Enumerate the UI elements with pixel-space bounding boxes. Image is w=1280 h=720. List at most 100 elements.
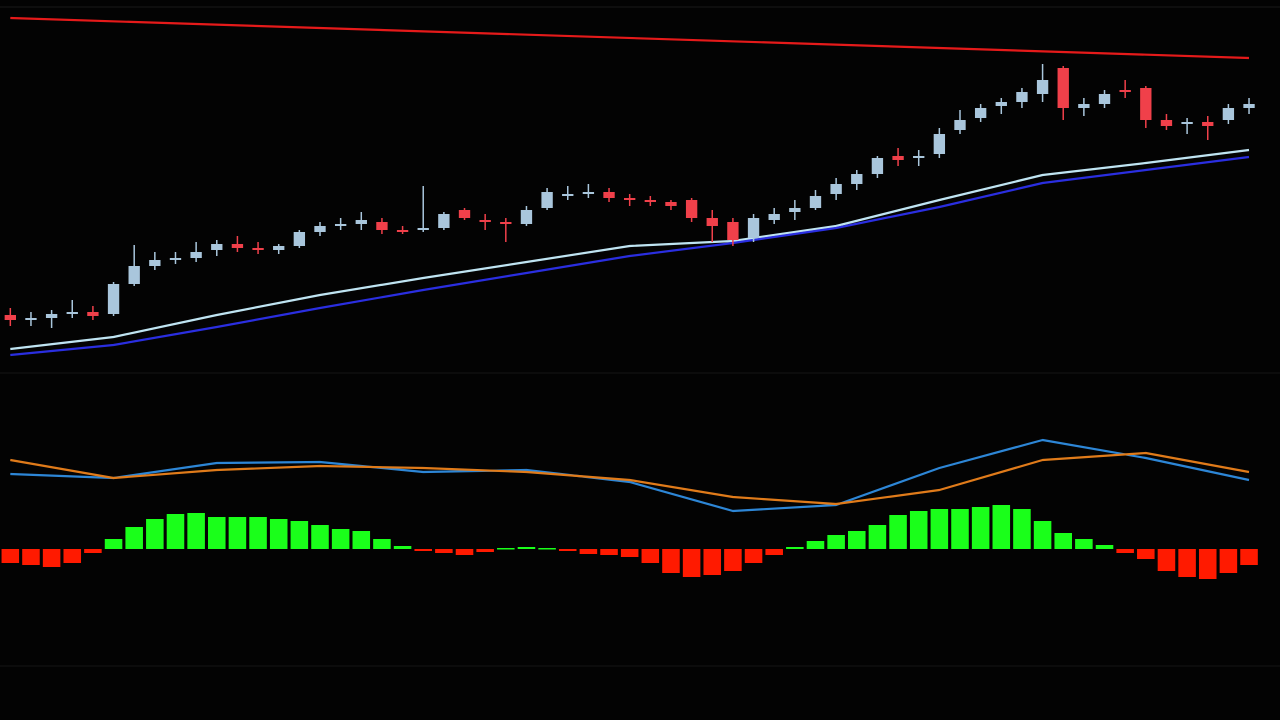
candle-body	[1243, 104, 1255, 108]
histogram-bar	[827, 535, 845, 549]
candle-body	[1181, 122, 1193, 124]
candle-body	[1057, 68, 1069, 108]
candle-body	[87, 312, 99, 316]
histogram-bar	[620, 549, 639, 557]
histogram-bar	[228, 517, 247, 549]
candle-body	[603, 192, 615, 198]
candle-body	[1140, 88, 1152, 120]
candle-body	[933, 134, 946, 154]
candle-body	[500, 222, 512, 224]
histogram-bar	[104, 539, 123, 549]
histogram-bar	[538, 548, 556, 550]
candle-body	[582, 192, 595, 194]
candle-body	[25, 318, 37, 320]
candle-body	[624, 198, 636, 200]
candle-body	[644, 200, 656, 202]
histogram-bar	[868, 525, 887, 549]
histogram-bar	[517, 547, 536, 549]
histogram-bar	[744, 549, 763, 563]
candle-body	[541, 192, 553, 208]
histogram-bar	[558, 549, 577, 551]
histogram-bar	[1240, 549, 1258, 565]
histogram-bar	[42, 549, 61, 567]
histogram-bar	[331, 529, 350, 549]
histogram-bar	[909, 511, 928, 549]
histogram-bar	[1178, 549, 1196, 577]
candle-body	[211, 244, 223, 250]
histogram-bar	[724, 549, 742, 571]
histogram-bar	[930, 509, 949, 549]
histogram-bar	[1198, 549, 1217, 579]
candle-body	[438, 214, 450, 228]
candle-body	[479, 220, 491, 222]
indicator-line	[10, 451, 1250, 506]
histogram-bar	[682, 549, 701, 577]
candle-body	[458, 210, 471, 218]
histogram-bar	[311, 525, 329, 549]
candle-body	[727, 222, 739, 240]
indicator-line	[10, 16, 1250, 60]
histogram-bar	[641, 549, 660, 563]
histogram-bar	[290, 521, 309, 549]
candle-body	[252, 248, 264, 250]
histogram-bar	[806, 541, 825, 549]
candle-body	[128, 266, 140, 284]
histogram-bar	[889, 515, 907, 549]
candle-body	[809, 196, 822, 208]
candle-body	[190, 252, 202, 258]
histogram-bar	[1157, 549, 1176, 571]
candle-body	[169, 258, 182, 260]
histogram-bar	[125, 527, 143, 549]
histogram-bar	[146, 519, 164, 549]
candle-body	[417, 228, 429, 230]
candle-body	[747, 218, 760, 238]
histogram-bar	[1095, 545, 1114, 549]
candle-body	[851, 174, 863, 184]
candle-body	[1119, 90, 1131, 92]
indicator-line	[10, 155, 1250, 357]
histogram-bar	[1, 549, 20, 563]
candle-body	[231, 244, 244, 248]
candle-body	[1160, 120, 1173, 126]
histogram-bar	[703, 549, 722, 575]
candle-body	[149, 260, 161, 266]
candle-body	[355, 220, 367, 224]
candle-body	[1202, 122, 1214, 126]
indicator-line	[10, 438, 1250, 513]
histogram-bar	[1033, 521, 1052, 549]
histogram-bar	[187, 513, 205, 549]
histogram-bar	[393, 546, 412, 549]
candle-body	[706, 218, 718, 226]
histogram-bar	[1054, 533, 1072, 549]
candle-body	[562, 194, 574, 196]
histogram-bar	[22, 549, 40, 565]
candle-body	[66, 312, 78, 314]
candle-body	[334, 224, 347, 226]
candle-body	[665, 202, 677, 206]
histogram-bar	[414, 549, 432, 551]
histogram-bar	[1219, 549, 1238, 573]
candle-body	[314, 226, 326, 232]
candle-body	[892, 156, 904, 160]
candle-body	[1016, 92, 1028, 102]
histogram-bar	[1116, 549, 1134, 553]
candle-body	[974, 108, 987, 118]
histogram-bar	[269, 519, 288, 549]
candle-body	[45, 314, 58, 318]
candle-body	[789, 208, 801, 212]
candle-body	[1098, 94, 1111, 104]
candle-body	[995, 102, 1007, 106]
histogram-bar	[166, 514, 185, 549]
histogram-bar	[662, 549, 680, 573]
histogram-bar	[786, 547, 804, 549]
candle-body	[520, 210, 533, 224]
candle-body	[768, 214, 780, 220]
candle-body	[273, 246, 285, 250]
histogram-bar	[84, 549, 102, 553]
candle-body	[685, 200, 698, 218]
candle-body	[954, 120, 966, 130]
indicator-line	[10, 148, 1250, 351]
candle-body	[871, 158, 884, 174]
